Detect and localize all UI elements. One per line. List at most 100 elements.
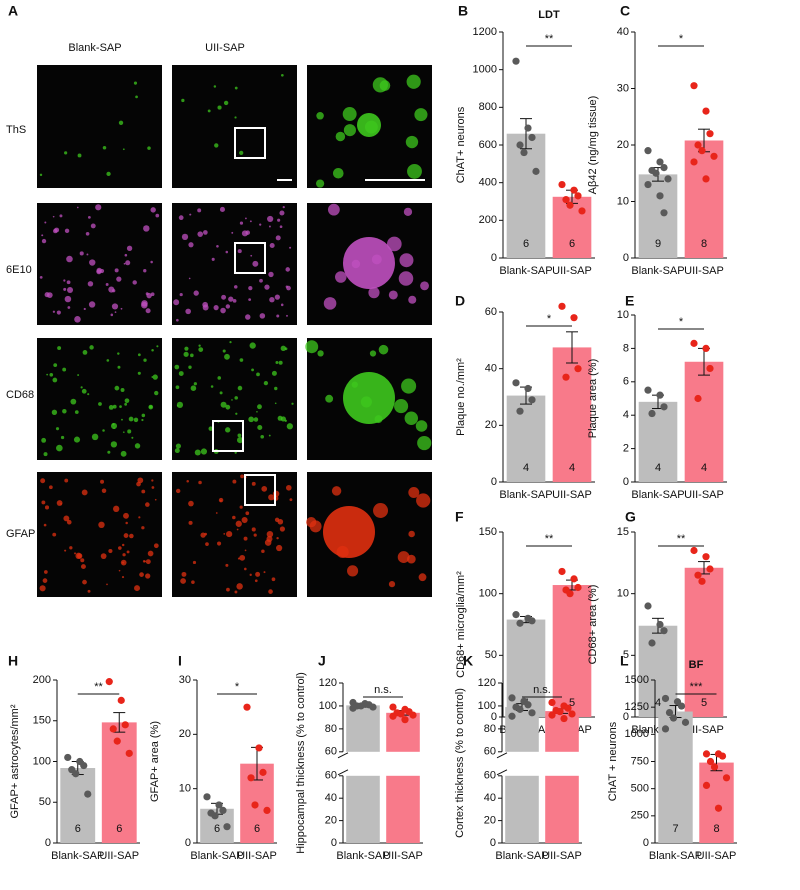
data-point	[548, 711, 556, 719]
data-point	[698, 147, 706, 155]
x-tick-label: UII-SAP	[383, 850, 423, 862]
signal	[129, 533, 134, 539]
signal	[280, 416, 286, 422]
bar	[684, 361, 724, 482]
signal	[198, 347, 204, 353]
data-point	[702, 781, 711, 790]
y-axis-label: ChAT + neurons	[607, 721, 619, 801]
signal	[228, 296, 234, 302]
signal	[219, 391, 223, 395]
signal	[188, 365, 192, 369]
y-tick-label: 6	[623, 376, 629, 388]
signal	[203, 230, 208, 235]
axis-break	[496, 769, 508, 776]
data-point	[512, 57, 520, 65]
n-label: 6	[254, 823, 260, 835]
signal	[343, 237, 395, 289]
data-point	[117, 696, 125, 704]
signal	[144, 560, 146, 563]
signal	[268, 434, 271, 437]
signal	[143, 225, 150, 232]
signal	[224, 353, 230, 360]
signal	[41, 500, 46, 505]
signal	[107, 450, 111, 454]
signal	[316, 112, 324, 120]
signal	[121, 418, 123, 421]
data-point	[113, 737, 121, 745]
y-tick-label: 60	[484, 770, 496, 782]
signal	[232, 298, 237, 303]
inset-box	[234, 127, 266, 159]
signal	[69, 546, 73, 550]
signal	[145, 559, 151, 565]
data-point	[564, 704, 572, 712]
bar	[638, 625, 678, 717]
signal	[248, 416, 254, 423]
signal	[46, 373, 49, 376]
signal	[56, 500, 63, 506]
data-point	[532, 167, 540, 175]
signal	[414, 108, 428, 122]
signal	[122, 431, 125, 433]
signal	[269, 296, 275, 303]
y-tick-label: 0	[491, 711, 497, 723]
column-header: UII-SAP	[205, 42, 245, 54]
y-tick-label: 750	[631, 755, 649, 767]
panel-letter: L	[620, 653, 629, 669]
inset-box	[234, 242, 266, 274]
signal	[183, 351, 189, 357]
bar	[552, 585, 592, 717]
signal	[66, 255, 73, 263]
signal	[152, 374, 158, 380]
signal	[335, 131, 346, 142]
signal	[113, 427, 115, 429]
signal	[181, 98, 185, 103]
signal	[116, 276, 122, 282]
data-point	[574, 192, 582, 200]
signal	[418, 573, 427, 582]
significance-label: *	[235, 681, 240, 693]
x-tick-label: Blank-SAP	[336, 850, 389, 862]
signal	[255, 571, 261, 577]
signal	[125, 260, 131, 266]
y-tick-label: 600	[479, 139, 497, 151]
signal	[268, 271, 274, 278]
signal	[52, 532, 57, 537]
signal	[62, 367, 67, 372]
y-tick-label: 250	[631, 810, 649, 822]
data-point	[664, 175, 672, 183]
signal	[216, 244, 219, 248]
signal	[193, 382, 197, 386]
bar-lower	[386, 775, 420, 843]
signal	[87, 589, 91, 593]
signal	[251, 368, 254, 372]
signal	[136, 481, 141, 487]
signal	[398, 271, 414, 286]
signal	[108, 405, 114, 410]
signal	[317, 350, 324, 357]
signal	[305, 340, 319, 354]
signal	[420, 281, 429, 291]
column-header: Blank-SAP	[68, 42, 121, 54]
signal	[122, 553, 126, 557]
signal	[105, 282, 109, 286]
signal	[211, 257, 215, 261]
y-tick-label: 0	[45, 837, 51, 849]
data-point	[722, 774, 731, 782]
signal	[218, 497, 224, 503]
signal	[95, 204, 102, 211]
data-point	[698, 577, 706, 585]
data-point	[558, 180, 566, 189]
data-point	[508, 712, 516, 720]
signal	[145, 502, 150, 507]
signal	[181, 233, 189, 241]
data-point	[516, 141, 524, 149]
data-point	[570, 575, 578, 583]
signal	[134, 585, 141, 592]
signal	[135, 95, 138, 99]
axis-break	[337, 752, 349, 759]
y-tick-label: 120	[319, 677, 337, 689]
data-point	[558, 302, 566, 310]
signal	[371, 254, 382, 265]
signal	[83, 307, 86, 311]
